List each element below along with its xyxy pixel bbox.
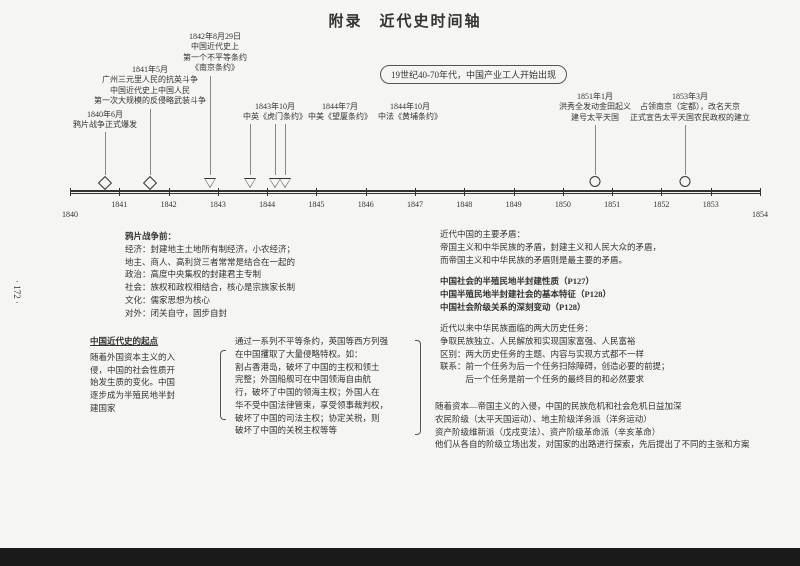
triangle-marker (244, 178, 256, 188)
contradictions-block: 近代中国的主要矛盾：帝国主义和中华民族的矛盾，封建主义和人民大众的矛盾，而帝国主… (440, 228, 720, 266)
tick (563, 188, 564, 196)
year-label: 1846 (358, 200, 374, 209)
timeline-event: 1840年6月鸦片战争正式爆发 (73, 110, 137, 131)
event-leader (595, 125, 596, 175)
year-label: 1845 (308, 200, 324, 209)
year-label: 1840 (62, 210, 78, 219)
tick (612, 188, 613, 196)
event-leader (285, 124, 286, 175)
tick (169, 188, 170, 196)
tick (316, 188, 317, 196)
treaties-block: 通过一系列不平等条约，英国等西方列强在中国攫取了大量侵略特权。如：割占香港岛，破… (235, 335, 415, 437)
nature-block: 中国社会的半殖民地半封建性质（P127）中国半殖民地半封建社会的基本特征（P12… (440, 275, 720, 313)
bracket-left (220, 350, 226, 420)
tick (760, 188, 761, 196)
pre-war-block: 鸦片战争前： 经济：封建地主土地所有制经济，小农经济；地主、商人、高利贷三者常常… (125, 230, 345, 319)
tasks-block: 近代以来中华民族面临的两大历史任务：争取民族独立、人民解放和实现国家富强、人民富… (440, 322, 750, 386)
event-leader (150, 109, 151, 175)
bracket-right (415, 340, 421, 435)
year-label: 1841 (111, 200, 127, 209)
event-leader (275, 124, 276, 175)
timeline-event: 1842年8月29日中国近代史上第一个不平等条约《南京条约》 (183, 32, 247, 74)
circle-marker (590, 176, 601, 187)
triangle-marker (204, 178, 216, 188)
year-label: 1851 (604, 200, 620, 209)
event-leader (685, 125, 686, 175)
year-label: 1852 (653, 200, 669, 209)
year-label: 1848 (456, 200, 472, 209)
triangle-marker (279, 178, 291, 188)
year-label: 1847 (407, 200, 423, 209)
scan-shadow (0, 548, 800, 566)
circle-marker (680, 176, 691, 187)
tick (415, 188, 416, 196)
timeline-event: 1851年1月洪秀全发动金田起义建号太平天国 (559, 92, 631, 123)
event-leader (105, 132, 106, 175)
page-number: · 172 · (12, 280, 22, 304)
classes-block: 随着资本—帝国主义的入侵，中国的民族危机和社会危机日益加深农民阶级（太平天国运动… (435, 400, 765, 451)
year-label: 1850 (555, 200, 571, 209)
page-content: 附录 近代史时间轴 19世纪40-70年代，中国产业工人开始出现 1840 184… (40, 10, 770, 536)
page-title: 附录 近代史时间轴 (40, 10, 770, 31)
starting-point-block: 中国近代史的起点 随着外国资本主义的入侵，中国的社会性质开始发生质的变化。中国逐… (90, 335, 220, 415)
timeline-event: 1844年10月中法《黄埔条约》 (378, 102, 442, 123)
tick (70, 188, 71, 196)
year-label: 1842 (161, 200, 177, 209)
diamond-marker (98, 176, 112, 190)
year-label: 1844 (259, 200, 275, 209)
event-leader (250, 124, 251, 175)
era-bubble: 19世纪40-70年代，中国产业工人开始出现 (380, 65, 567, 84)
year-label: 1849 (506, 200, 522, 209)
tick (514, 188, 515, 196)
timeline-event: 1843年10月中英《虎门条约》 (243, 102, 307, 123)
year-label: 1853 (703, 200, 719, 209)
timeline-event: 1844年7月中美《望厦条约》 (308, 102, 372, 123)
event-leader (210, 76, 211, 175)
year-label: 1854 (752, 210, 768, 219)
diamond-marker (143, 176, 157, 190)
year-label: 1843 (210, 200, 226, 209)
tick (711, 188, 712, 196)
timeline-event: 1853年3月占领南京（定都），改名天京正式宣告太平天国农民政权的建立 (630, 92, 750, 123)
tick (267, 188, 268, 196)
tick (218, 188, 219, 196)
tick (661, 188, 662, 196)
tick (119, 188, 120, 196)
tick (366, 188, 367, 196)
tick (464, 188, 465, 196)
